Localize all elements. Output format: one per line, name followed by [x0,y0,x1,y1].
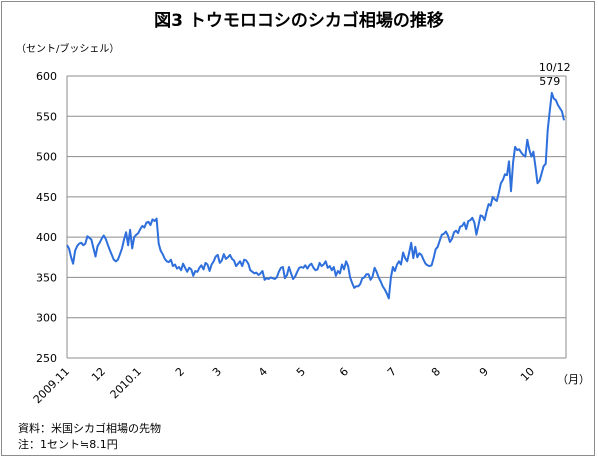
x-axis-unit-label: （月） [557,373,590,386]
x-tick-label: 3 [210,365,224,379]
x-tick-label: 5 [294,365,308,379]
price-series-line [66,91,565,300]
gridlines [66,75,567,359]
x-tick-label: 10 [518,365,537,384]
chart-title: 図3 トウモロコシのシカゴ相場の推移 [154,11,444,31]
y-tick-label: 600 [36,70,57,83]
x-tick-label: 9 [477,365,491,379]
source-note: 資料：米国シカゴ相場の先物 [18,422,161,435]
x-tick-label: 6 [337,365,351,379]
x-tick-label: 7 [385,365,399,379]
unit-conversion-note: 注：1セント≒8.1円 [18,438,118,451]
x-tick-label: 8 [429,365,443,379]
y-tick-label: 450 [36,191,57,204]
annotation-value: 579 [539,75,560,88]
y-tick-label: 300 [36,312,57,325]
y-tick-label: 550 [36,110,57,123]
y-tick-label: 500 [36,151,57,164]
y-axis-unit-label: （セント/ブッシェル） [16,44,120,55]
y-axis-tick-labels: 600 550 500 450 400 350 300 250 [36,70,57,365]
x-tick-label: 4 [256,365,270,379]
x-axis-tick-labels: 2009.11 12 2010.1 2 3 4 5 6 7 8 9 10 [31,365,537,406]
y-tick-label: 400 [36,231,57,244]
x-tick-label: 2 [173,365,187,379]
annotation-date: 10/12 [539,61,571,74]
x-tick-label: 12 [89,365,108,384]
x-tick-label: 2010.1 [108,365,144,401]
y-tick-label: 350 [36,271,57,284]
x-tick-label: 2009.11 [31,365,72,406]
y-tick-label: 250 [36,352,57,365]
